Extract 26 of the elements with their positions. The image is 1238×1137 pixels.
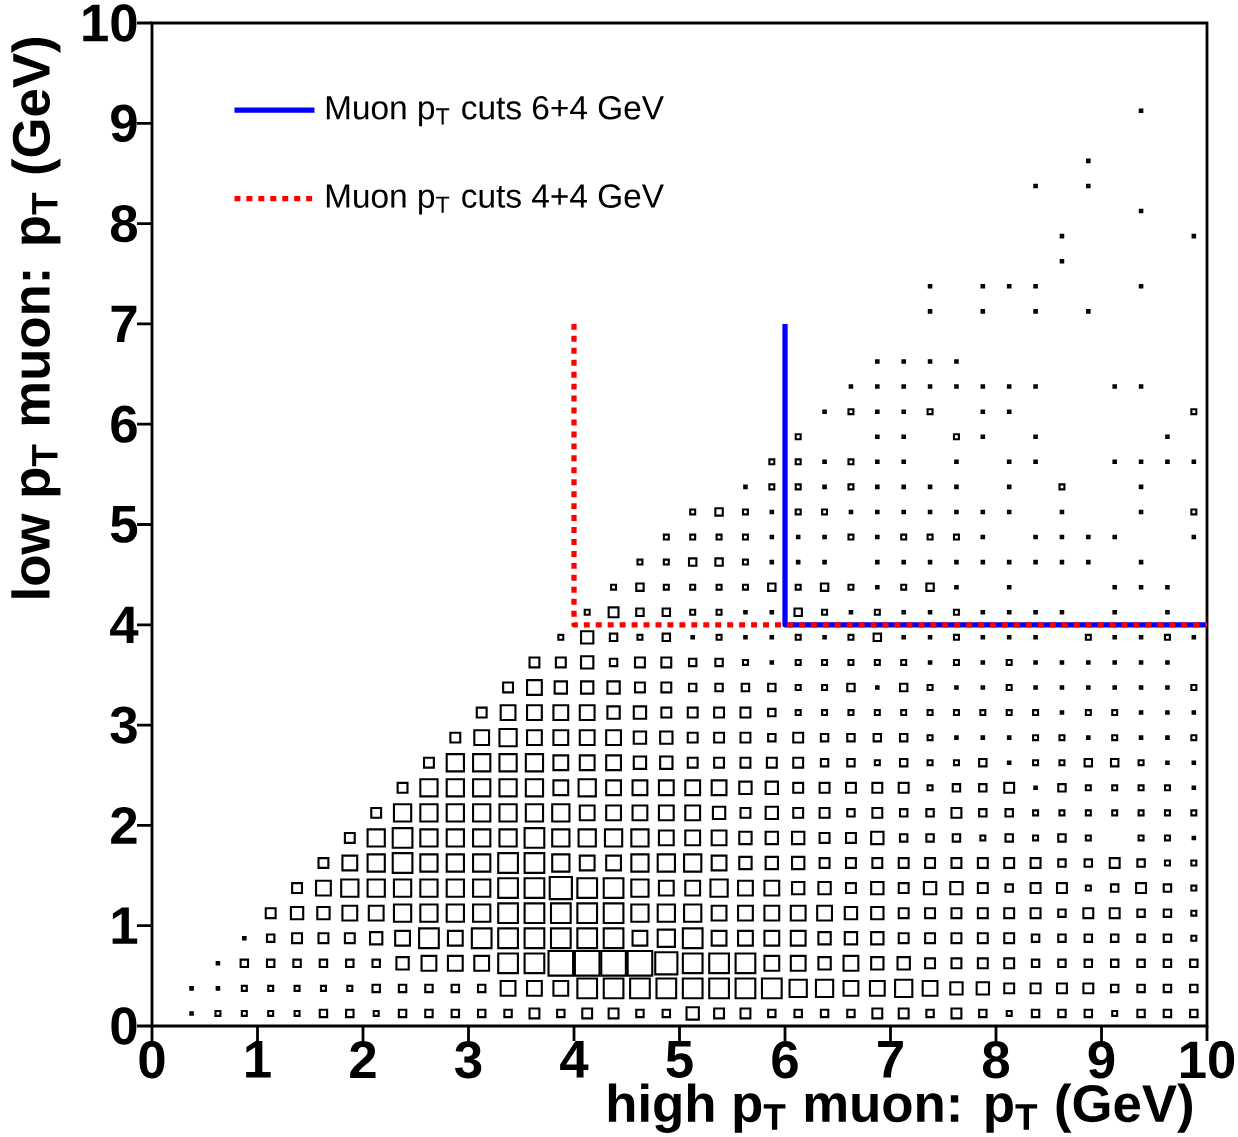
- y-tick-label: 2: [111, 806, 137, 844]
- x-tick-label: 9: [1088, 1041, 1115, 1079]
- x-tick-label: 0: [139, 1041, 165, 1079]
- y-tick-label: 3: [110, 706, 137, 744]
- y-tick-label: 0: [111, 1007, 137, 1045]
- x-tick-label: 8: [983, 1041, 1010, 1079]
- x-tick-label: 2: [350, 1041, 376, 1078]
- y-tick-label: 9: [111, 104, 137, 142]
- y-tick-label: 1: [112, 907, 138, 944]
- x-axis-title: high p$_{T}$ muon: p$_{T}$ (GeV): [608, 1083, 1192, 1133]
- x-tick-label: 3: [455, 1041, 482, 1079]
- legend-label: Muon p$_{T}$ cuts 4+4 GeV: [326, 184, 664, 215]
- y-axis-title: low p$_{T}$ muon: p$_{T}$ (GeV): [11, 38, 61, 598]
- y-tick-label: 5: [110, 506, 138, 543]
- x-tick-label: 6: [772, 1041, 798, 1079]
- x-tick-label: 10: [1181, 1041, 1235, 1079]
- y-tick-label: 10: [83, 4, 137, 42]
- x-tick-label: 5: [666, 1041, 693, 1078]
- y-tick-label: 4: [110, 606, 139, 643]
- x-tick-label: 1: [246, 1041, 271, 1078]
- y-tick-label: 6: [111, 405, 137, 443]
- x-tick-label: 7: [878, 1041, 903, 1078]
- legend-label: Muon p$_{T}$ cuts 6+4 GeV: [326, 95, 664, 127]
- y-tick-label: 8: [110, 204, 137, 243]
- x-tick-label: 4: [560, 1041, 589, 1078]
- y-tick-label: 7: [111, 305, 137, 343]
